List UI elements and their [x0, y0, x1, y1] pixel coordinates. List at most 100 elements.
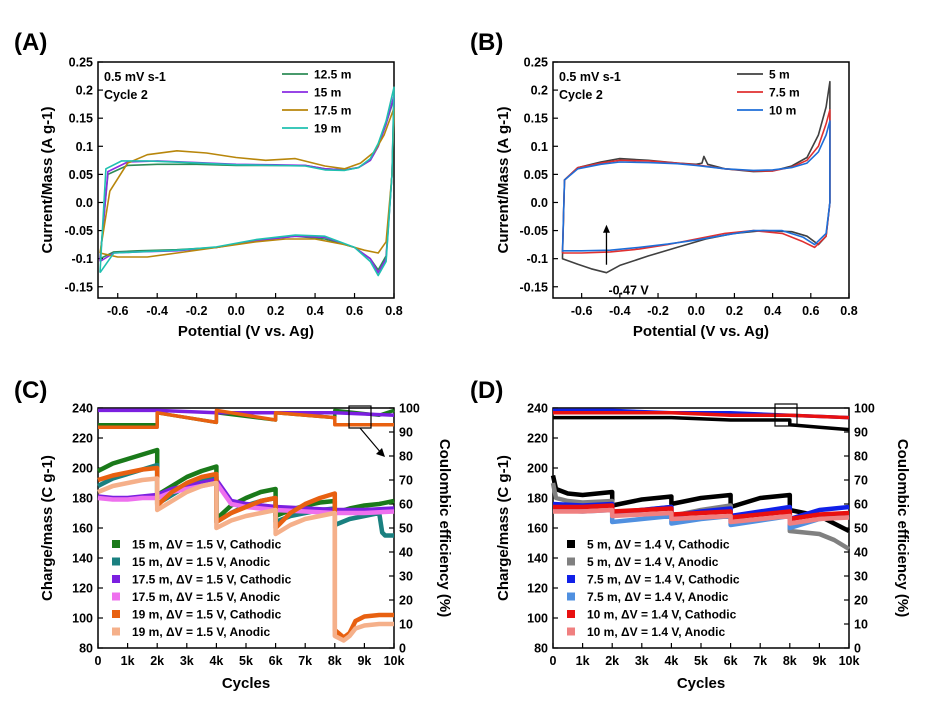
panel-a-rate: 0.5 mV s-1	[104, 70, 166, 84]
efficiency-trace	[553, 415, 850, 432]
zoom-arrow-head	[376, 448, 385, 457]
legend-label: 10 m, ΔV = 1.4 V, Anodic	[587, 625, 725, 639]
y-tick-label: 0.0	[76, 196, 93, 210]
y-tick-label: 0.1	[531, 140, 548, 154]
panel-d-ylabel: Charge/mass (C g-1)	[495, 455, 512, 601]
panel-c-data	[96, 408, 395, 643]
panel-a-ticks: -0.6 -0.4 -0.2 0.0 0.2 0.4 0.6 0.8 -0.15 -0.1 -0.0…	[65, 56, 403, 319]
panel-a-frame	[97, 61, 395, 299]
legend-marker	[112, 540, 120, 548]
y-tick-label: -0.15	[520, 280, 549, 294]
y-tick-label: 140	[72, 552, 93, 566]
panel-a-label: (A)	[14, 29, 47, 56]
legend-label: 19 m, ΔV = 1.5 V, Anodic	[132, 625, 270, 639]
panel-c-ticks: 0 1k 2k 3k 4k 5k 6k 7k 8k 9k 10k801001201401601802…	[72, 402, 420, 669]
y-tick-label: -0.05	[65, 224, 94, 238]
x-tick-label: -0.2	[647, 304, 669, 318]
panel-b: (B) -0.6 -0.4 -0.2 0.0 0.2 0.4 0.6 0.8 -0.15 -0.1…	[470, 29, 858, 340]
x-tick-label: 0.2	[267, 304, 284, 318]
y2-tick-label: 60	[854, 498, 868, 512]
y2-tick-label: 20	[399, 594, 413, 608]
y-tick-label: 220	[527, 432, 548, 446]
cv-curve-17-5-m	[99, 107, 395, 258]
legend-label: 12.5 m	[314, 68, 351, 82]
zoom-box	[774, 403, 798, 427]
zoom-arrow-line	[359, 427, 383, 455]
peak-label: -0.47 V	[608, 284, 649, 298]
x-tick-label: 6k	[724, 654, 738, 668]
legend-label: 7.5 m, ΔV = 1.4 V, Cathodic	[587, 573, 740, 587]
x-tick-label: 0.6	[802, 304, 819, 318]
panel-c-xlabel: Cycles	[222, 675, 270, 692]
y2-tick-label: 0	[399, 642, 406, 656]
y2-tick-label: 70	[854, 474, 868, 488]
panel-b-peak-annotation: -0.47 V	[602, 224, 649, 298]
panel-d-zoom-marker	[774, 403, 798, 427]
panel-c: (C) 0 1k 2k 3k 4k 5k 6k 7k 8k 9k 10k80100120140160…	[14, 377, 453, 692]
y2-tick-label: 80	[399, 450, 413, 464]
panel-a-curves	[99, 86, 395, 277]
x-tick-label: 2k	[150, 654, 164, 668]
y2-tick-label: 60	[399, 498, 413, 512]
y2-tick-label: 10	[854, 618, 868, 632]
y-tick-label: 80	[534, 642, 548, 656]
x-tick-label: 2k	[605, 654, 619, 668]
legend-marker	[567, 592, 575, 601]
y-tick-label: 0.15	[69, 112, 93, 126]
y-tick-label: 200	[72, 462, 93, 476]
x-tick-label: -0.6	[107, 304, 129, 318]
y-tick-label: 200	[527, 462, 548, 476]
panel-b-label: (B)	[470, 29, 503, 56]
efficiency-trace	[553, 411, 850, 420]
legend-label: 17.5 m, ΔV = 1.5 V, Cathodic	[132, 573, 292, 587]
panel-b-cycle: Cycle 2	[559, 88, 603, 102]
y-tick-label: -0.1	[526, 252, 548, 266]
y-tick-label: 0.15	[524, 112, 548, 126]
y2-tick-label: 80	[854, 450, 868, 464]
panel-a-legend: 12.5 m 15 m 17.5 m 19 m	[282, 68, 351, 136]
x-tick-label: 3k	[180, 654, 194, 668]
y2-tick-label: 70	[399, 474, 413, 488]
x-tick-label: 4k	[209, 654, 223, 668]
y2-tick-label: 30	[854, 570, 868, 584]
legend-label: 10 m	[769, 104, 796, 118]
y-tick-label: 0.2	[76, 84, 93, 98]
x-tick-label: 4k	[664, 654, 678, 668]
y-tick-label: 0.25	[524, 56, 548, 70]
capacity-trace-10-m	[553, 507, 850, 526]
legend-label: 19 m	[314, 122, 341, 136]
y-tick-label: 0.25	[69, 56, 93, 70]
y2-tick-label: 20	[854, 594, 868, 608]
legend-label: 5 m, ΔV = 1.4 V, Cathodic	[587, 538, 730, 552]
legend-marker	[567, 557, 575, 566]
y-tick-label: 80	[79, 642, 93, 656]
y2-tick-label: 40	[854, 546, 868, 560]
legend-label: 5 m, ΔV = 1.4 V, Anodic	[587, 555, 719, 569]
legend-marker	[567, 575, 575, 583]
legend-label: 7.5 m	[769, 86, 800, 100]
panel-d-y2label: Coulombic efficiency (%)	[894, 439, 911, 617]
y-tick-label: 140	[527, 552, 548, 566]
x-tick-label: 0.6	[346, 304, 363, 318]
y-tick-label: 0.1	[76, 140, 93, 154]
panel-a-ylabel: Current/Mass (A g-1)	[39, 107, 56, 254]
y-tick-label: 180	[527, 492, 548, 506]
x-tick-label: 0	[550, 654, 557, 668]
legend-label: 17.5 m	[314, 104, 351, 118]
panel-a-xlabel: Potential (V vs. Ag)	[178, 323, 314, 340]
y-tick-label: 160	[72, 522, 93, 536]
x-tick-label: 7k	[298, 654, 312, 668]
peak-arrow-head	[602, 224, 610, 233]
y2-tick-label: 100	[399, 402, 420, 416]
legend-marker	[112, 610, 120, 618]
legend-label: 10 m, ΔV = 1.4 V, Cathodic	[587, 608, 737, 622]
panel-d-data	[550, 408, 851, 551]
panel-c-zoom-marker	[348, 405, 385, 457]
y2-tick-label: 50	[854, 522, 868, 536]
y-tick-label: 160	[527, 522, 548, 536]
x-tick-label: 9k	[357, 654, 371, 668]
panel-c-label: (C)	[14, 377, 47, 404]
y-tick-label: 220	[72, 432, 93, 446]
legend-label: 5 m	[769, 68, 790, 82]
y2-tick-label: 0	[854, 642, 861, 656]
